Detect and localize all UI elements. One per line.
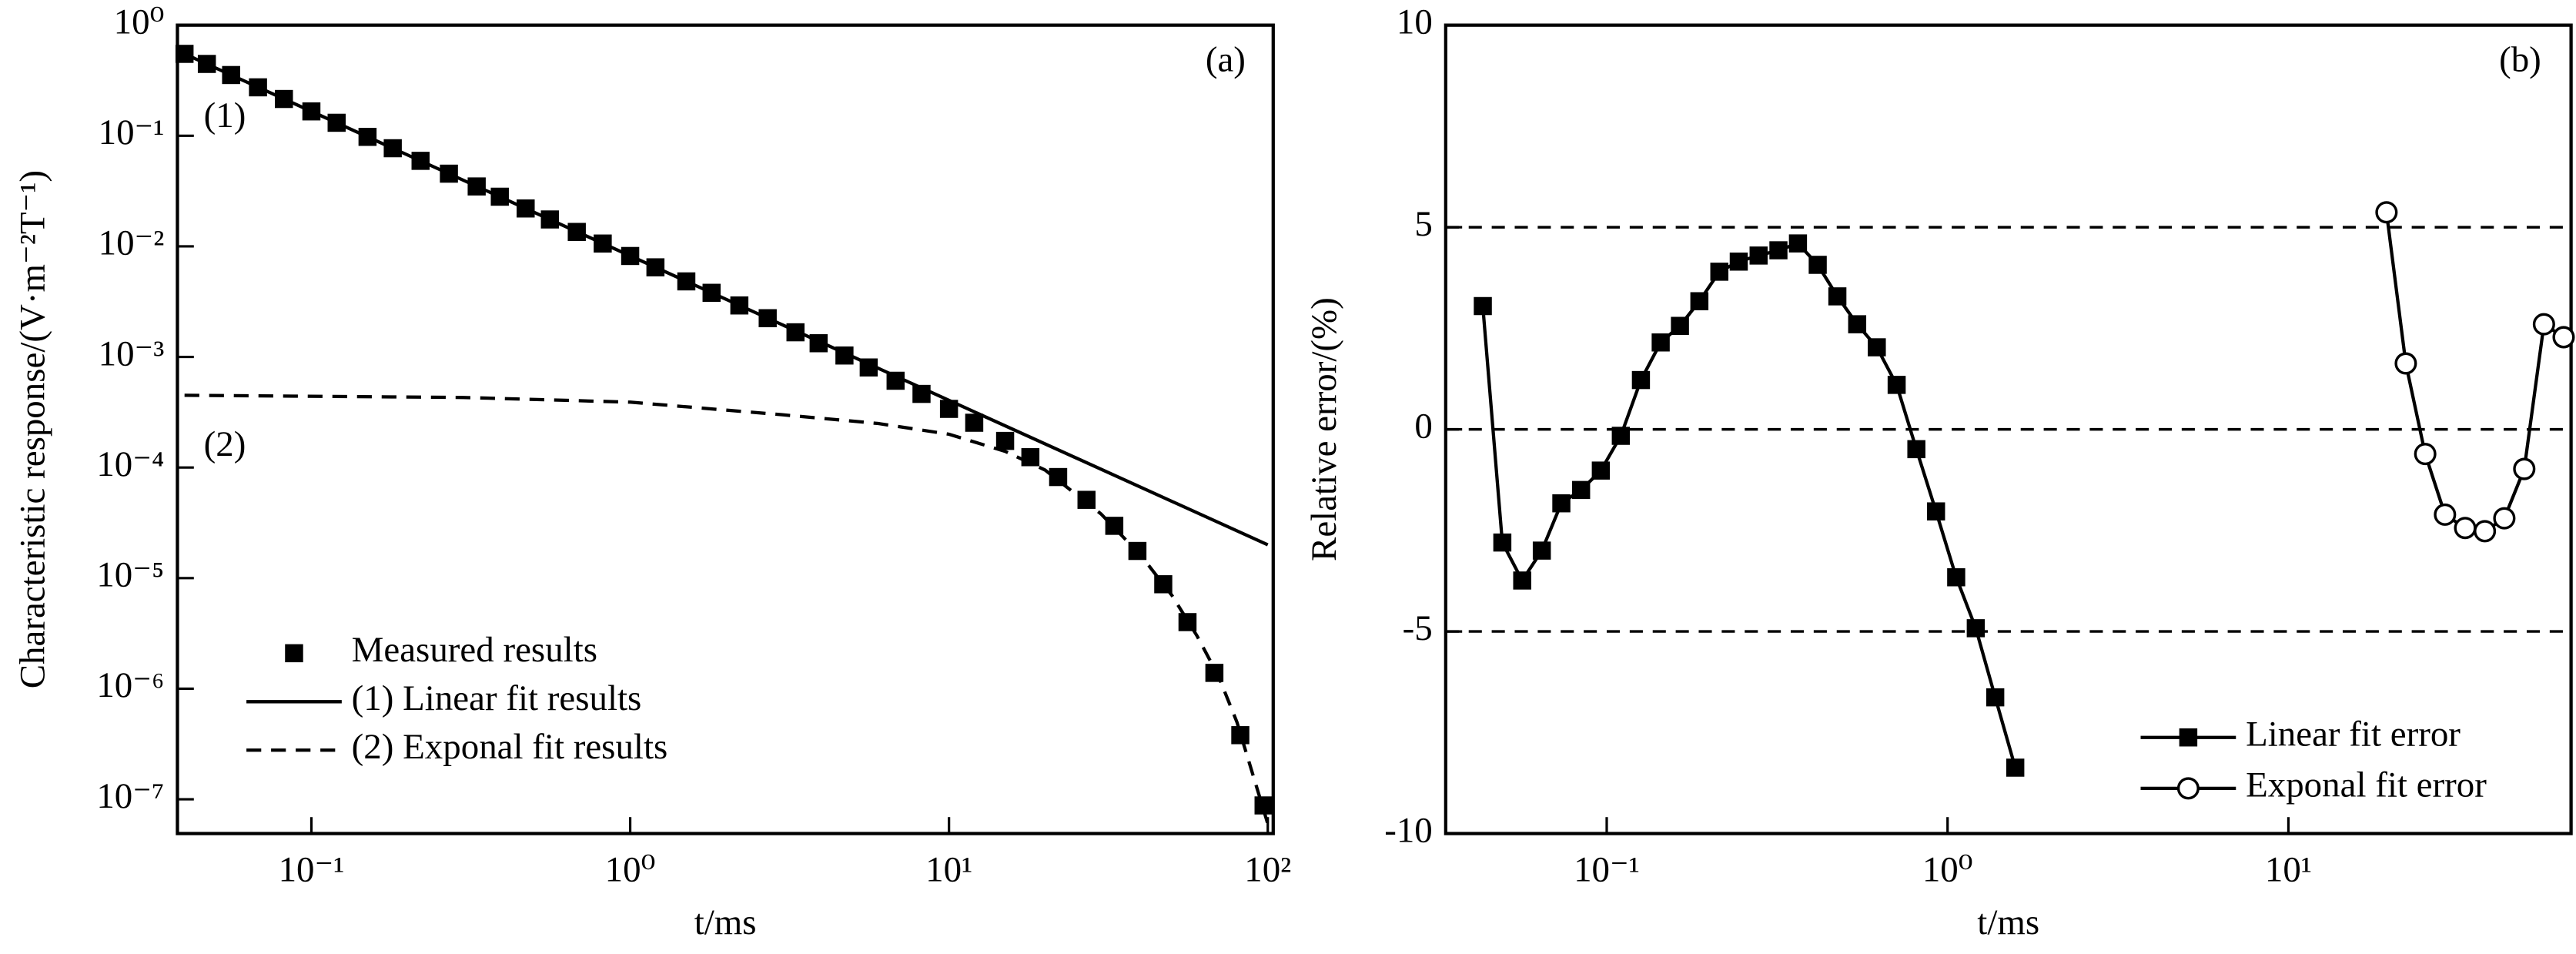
data-point <box>1828 287 1847 306</box>
data-point <box>2006 758 2025 777</box>
x-tick-label: 10⁰ <box>1922 850 1973 890</box>
data-point <box>1986 688 2005 707</box>
x-axis-label: t/ms <box>694 902 757 942</box>
data-point <box>1631 370 1651 390</box>
y-tick-label: 0 <box>1414 406 1432 446</box>
plot-frame <box>1444 23 2573 835</box>
x-tick-label: 10⁰ <box>605 850 656 890</box>
x-tick-label: 10¹ <box>925 850 972 890</box>
x-tick-label: 10¹ <box>2265 850 2312 890</box>
data-point <box>939 400 958 418</box>
data-point <box>1966 619 1986 638</box>
y-tick-label: 5 <box>1414 204 1432 244</box>
data-point <box>1493 533 1512 552</box>
legend-label: Linear fit error <box>2246 714 2461 754</box>
data-point <box>1254 796 1273 815</box>
x-tick-label: 10² <box>1244 850 1291 890</box>
data-point <box>1049 467 1068 487</box>
data-point <box>1710 263 1729 281</box>
y-tick-label: 10⁻⁶ <box>96 665 164 705</box>
legend-marker <box>285 644 303 663</box>
data-point <box>1729 253 1748 271</box>
y-tick-label: 10⁻¹ <box>99 112 165 152</box>
x-axis-label: t/ms <box>1977 902 2039 942</box>
data-point <box>1848 315 1867 333</box>
data-point <box>2434 503 2457 526</box>
data-point <box>1887 376 1906 394</box>
panel-label: (a) <box>1206 40 1246 80</box>
annotation: (2) <box>204 424 246 464</box>
y-tick-label: 10 <box>1397 2 1433 42</box>
annotation: (1) <box>204 95 246 136</box>
data-point <box>1077 490 1096 509</box>
data-point <box>965 413 984 432</box>
data-point <box>1591 461 1611 480</box>
data-point <box>886 371 905 390</box>
legend-label: (2) Exponal fit results <box>352 727 668 767</box>
data-point <box>2394 352 2417 375</box>
panel-label: (b) <box>2499 40 2541 80</box>
data-point <box>1474 296 1492 316</box>
data-point <box>1231 726 1250 745</box>
y-tick-label: 10⁻³ <box>99 333 165 373</box>
data-point <box>995 431 1015 450</box>
series-line <box>184 393 1270 825</box>
data-point <box>1926 502 1945 521</box>
y-tick-label: 10⁻⁵ <box>96 555 164 595</box>
legend-marker <box>2179 728 2198 747</box>
data-point <box>1611 427 1631 445</box>
data-point <box>1532 541 1551 560</box>
series-line <box>183 52 1269 547</box>
data-point <box>1769 241 1788 259</box>
y-tick-label: 10⁻⁷ <box>96 776 164 816</box>
data-point <box>1571 480 1591 500</box>
data-point <box>2532 313 2555 336</box>
data-point <box>1947 568 1965 587</box>
y-tick-label: 10⁻⁴ <box>96 444 164 484</box>
data-point <box>1749 246 1768 265</box>
data-point <box>1788 234 1808 253</box>
data-point <box>1671 316 1689 335</box>
data-point <box>1021 448 1040 467</box>
data-point <box>1808 256 1827 274</box>
data-point <box>1868 338 1886 356</box>
data-point <box>1651 333 1670 352</box>
y-tick-label: 10⁻² <box>99 223 165 263</box>
y-tick-label: -10 <box>1384 810 1433 850</box>
legend-label: Measured results <box>352 630 597 670</box>
data-point <box>1907 440 1925 459</box>
x-tick-label: 10⁻¹ <box>279 850 345 890</box>
plot-frame <box>176 23 1275 835</box>
data-point <box>2375 201 2398 224</box>
legend-marker <box>2176 777 2200 800</box>
x-tick-label: 10⁻¹ <box>1574 850 1640 890</box>
y-axis-label: Relative error/(%) <box>1304 297 1344 561</box>
y-tick-label: 10⁰ <box>114 2 165 42</box>
legend-label: (1) Linear fit results <box>352 678 642 718</box>
data-point <box>1552 494 1571 513</box>
data-point <box>2454 517 2477 540</box>
data-point <box>2414 443 2437 466</box>
data-point <box>1690 292 1709 310</box>
data-point <box>2513 457 2536 480</box>
data-point <box>1513 571 1531 590</box>
y-axis-label: Characteristic response/(V·m⁻²T⁻¹) <box>13 170 53 688</box>
series-line <box>1480 241 2017 768</box>
y-tick-label: -5 <box>1403 608 1433 648</box>
data-point <box>2474 520 2497 543</box>
data-point <box>2493 507 2516 530</box>
legend-label: Exponal fit error <box>2246 765 2487 805</box>
data-point <box>2552 326 2575 349</box>
